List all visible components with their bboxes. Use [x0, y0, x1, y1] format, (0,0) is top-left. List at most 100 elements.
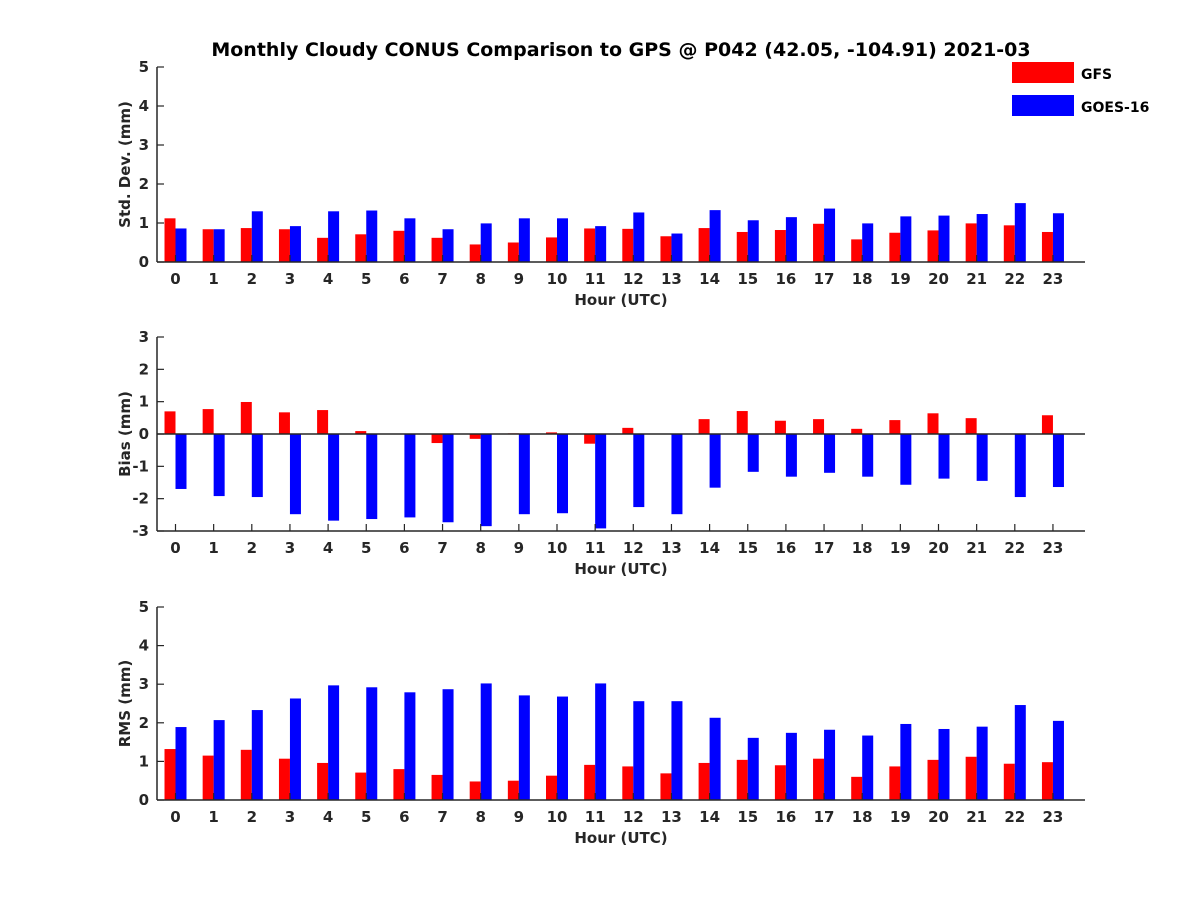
bar-goes-16-hour-6 — [404, 434, 416, 518]
y-tick-label: 0 — [139, 791, 149, 809]
bar-goes-16-hour-10 — [557, 218, 568, 262]
bar-gfs-hour-16 — [774, 230, 786, 262]
bar-goes-16-hour-5 — [366, 210, 378, 262]
bar-goes-16-hour-20 — [938, 728, 950, 800]
bar-gfs-hour-5 — [355, 772, 367, 800]
bar-goes-16-hour-18 — [862, 223, 874, 262]
x-tick-label: 7 — [437, 270, 447, 288]
x-tick-label: 8 — [475, 539, 485, 557]
x-axis-label: Hour (UTC) — [574, 291, 667, 309]
bar-gfs-hour-0 — [164, 411, 176, 434]
x-tick-label: 17 — [814, 539, 835, 557]
bar-gfs-hour-16 — [774, 420, 786, 434]
bar-goes-16-hour-0 — [175, 727, 187, 800]
x-tick-label: 14 — [699, 270, 720, 288]
x-tick-label: 4 — [323, 808, 333, 826]
bar-goes-16-hour-15 — [747, 434, 759, 472]
bar-gfs-hour-20 — [927, 759, 939, 800]
x-tick-label: 11 — [585, 539, 606, 557]
y-axis-label: Bias (mm) — [116, 391, 134, 477]
bar-goes-16-hour-3 — [289, 226, 301, 262]
bar-goes-16-hour-21 — [976, 214, 988, 262]
bar-gfs-hour-3 — [278, 412, 290, 434]
bar-gfs-hour-11 — [584, 228, 596, 262]
x-tick-label: 3 — [285, 270, 295, 288]
x-tick-label: 1 — [208, 808, 218, 826]
y-tick-label: 4 — [139, 637, 149, 655]
x-tick-label: 3 — [285, 808, 295, 826]
x-tick-label: 10 — [547, 539, 568, 557]
bar-goes-16-hour-14 — [709, 210, 721, 262]
bar-goes-16-hour-2 — [251, 211, 263, 262]
bar-goes-16-hour-11 — [595, 434, 607, 529]
bar-gfs-hour-2 — [240, 749, 252, 800]
bar-gfs-hour-15 — [736, 759, 748, 800]
bar-gfs-hour-16 — [774, 765, 786, 800]
x-tick-label: 7 — [437, 539, 447, 557]
y-tick-label: 2 — [139, 175, 149, 193]
x-axis-label: Hour (UTC) — [574, 829, 667, 847]
bar-goes-16-hour-18 — [862, 434, 874, 477]
bar-goes-16-hour-13 — [671, 233, 683, 262]
bar-goes-16-hour-15 — [747, 220, 759, 262]
bar-gfs-hour-10 — [546, 775, 557, 800]
bar-gfs-hour-6 — [393, 769, 405, 800]
bar-goes-16-hour-9 — [518, 218, 530, 262]
x-tick-label: 23 — [1043, 808, 1064, 826]
bar-goes-16-hour-12 — [633, 212, 645, 262]
bar-goes-16-hour-8 — [480, 434, 492, 527]
x-tick-label: 0 — [170, 539, 180, 557]
x-tick-label: 4 — [323, 539, 333, 557]
bar-goes-16-hour-23 — [1052, 213, 1064, 262]
bar-gfs-hour-7 — [431, 237, 443, 262]
chart-title: Monthly Cloudy CONUS Comparison to GPS @… — [211, 39, 1030, 61]
legend-label-goes16: GOES-16 — [1081, 100, 1149, 116]
bar-goes-16-hour-23 — [1052, 434, 1064, 488]
x-tick-label: 19 — [890, 270, 911, 288]
x-tick-label: 22 — [1004, 808, 1025, 826]
bar-goes-16-hour-3 — [289, 698, 301, 800]
bar-goes-16-hour-4 — [328, 211, 340, 262]
x-tick-label: 7 — [437, 808, 447, 826]
bar-goes-16-hour-16 — [785, 217, 797, 262]
bar-gfs-hour-21 — [965, 418, 977, 434]
bar-gfs-hour-3 — [278, 758, 290, 800]
bar-goes-16-hour-10 — [557, 434, 568, 514]
x-tick-label: 5 — [361, 270, 371, 288]
bar-goes-16-hour-22 — [1014, 705, 1026, 800]
y-tick-label: 4 — [139, 97, 149, 115]
x-tick-label: 21 — [966, 270, 987, 288]
x-tick-label: 18 — [852, 539, 873, 557]
x-tick-label: 0 — [170, 808, 180, 826]
bar-goes-16-hour-16 — [785, 732, 797, 800]
bar-goes-16-hour-19 — [900, 723, 912, 800]
bar-goes-16-hour-20 — [938, 434, 950, 479]
x-tick-label: 20 — [928, 808, 949, 826]
bar-gfs-hour-9 — [507, 780, 519, 800]
x-tick-label: 22 — [1004, 270, 1025, 288]
x-tick-label: 21 — [966, 539, 987, 557]
y-tick-label: 3 — [139, 328, 149, 346]
bar-goes-16-hour-2 — [251, 710, 263, 800]
bar-goes-16-hour-13 — [671, 434, 683, 515]
bar-gfs-hour-15 — [736, 231, 748, 262]
bar-goes-16-hour-10 — [557, 696, 568, 800]
y-tick-label: 3 — [139, 675, 149, 693]
bar-gfs-hour-14 — [698, 228, 710, 262]
bar-gfs-hour-4 — [317, 762, 329, 800]
x-tick-label: 3 — [285, 539, 295, 557]
bar-goes-16-hour-16 — [785, 434, 797, 477]
x-tick-label: 17 — [814, 270, 835, 288]
bar-gfs-hour-4 — [317, 410, 329, 434]
y-tick-label: 1 — [139, 214, 149, 232]
bar-gfs-hour-8 — [469, 781, 481, 800]
y-tick-label: 1 — [139, 752, 149, 770]
bar-goes-16-hour-8 — [480, 223, 492, 262]
bar-gfs-hour-12 — [622, 766, 634, 800]
bar-gfs-hour-19 — [889, 232, 901, 262]
x-tick-label: 14 — [699, 808, 720, 826]
bar-goes-16-hour-12 — [633, 701, 645, 800]
